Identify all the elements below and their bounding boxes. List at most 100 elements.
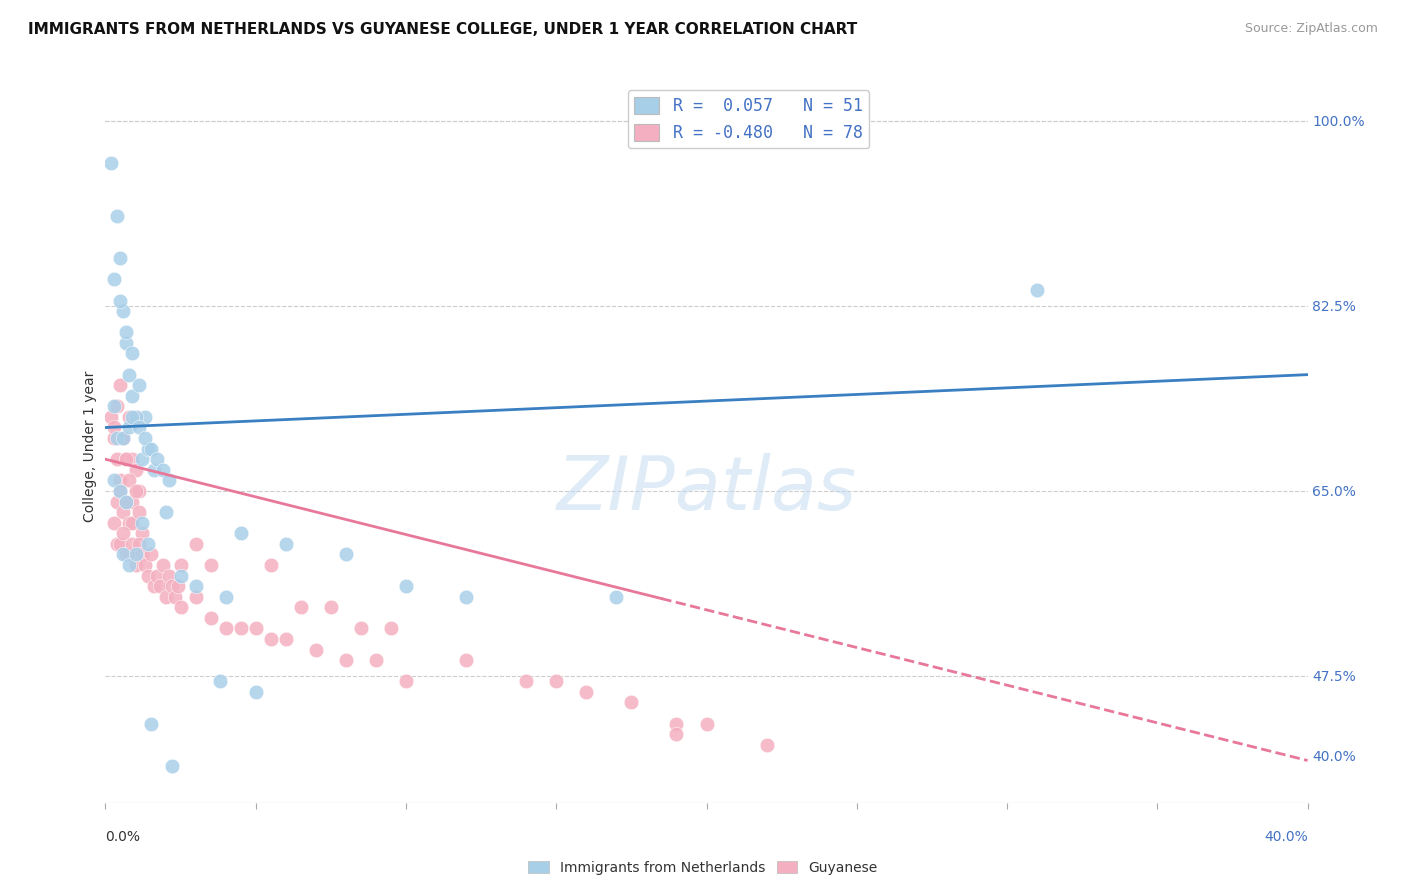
- Point: [134, 431, 156, 445]
- Point: [245, 685, 267, 699]
- Point: [121, 409, 143, 424]
- Point: [350, 621, 373, 635]
- Point: [155, 590, 177, 604]
- Point: [131, 516, 153, 530]
- Point: [115, 335, 138, 350]
- Point: [395, 579, 418, 593]
- Point: [121, 494, 143, 508]
- Point: [121, 537, 143, 551]
- Point: [124, 558, 146, 572]
- Point: [335, 653, 357, 667]
- Point: [107, 209, 129, 223]
- Point: [115, 547, 138, 561]
- Point: [128, 537, 150, 551]
- Point: [515, 674, 537, 689]
- Y-axis label: College, Under 1 year: College, Under 1 year: [83, 370, 97, 522]
- Point: [100, 156, 122, 170]
- Point: [152, 558, 174, 572]
- Point: [169, 558, 191, 572]
- Point: [134, 409, 156, 424]
- Point: [134, 558, 156, 572]
- Point: [214, 621, 236, 635]
- Point: [575, 685, 598, 699]
- Text: 0.0%: 0.0%: [105, 830, 141, 844]
- Point: [665, 727, 688, 741]
- Point: [118, 409, 141, 424]
- Point: [184, 579, 207, 593]
- Point: [131, 452, 153, 467]
- Point: [115, 494, 138, 508]
- Point: [103, 431, 125, 445]
- Point: [115, 494, 138, 508]
- Point: [290, 600, 312, 615]
- Point: [107, 431, 129, 445]
- Point: [245, 621, 267, 635]
- Point: [121, 452, 143, 467]
- Point: [152, 463, 174, 477]
- Point: [229, 621, 252, 635]
- Point: [128, 483, 150, 498]
- Point: [145, 452, 167, 467]
- Point: [605, 590, 627, 604]
- Point: [142, 463, 165, 477]
- Point: [103, 420, 125, 434]
- Point: [112, 526, 135, 541]
- Point: [620, 695, 643, 709]
- Point: [118, 558, 141, 572]
- Point: [454, 653, 477, 667]
- Point: [155, 505, 177, 519]
- Point: [139, 716, 162, 731]
- Point: [118, 547, 141, 561]
- Point: [112, 431, 135, 445]
- Point: [110, 483, 132, 498]
- Point: [112, 431, 135, 445]
- Point: [163, 590, 186, 604]
- Point: [229, 526, 252, 541]
- Point: [118, 368, 141, 382]
- Point: [118, 420, 141, 434]
- Point: [118, 474, 141, 488]
- Point: [100, 409, 122, 424]
- Point: [214, 590, 236, 604]
- Point: [200, 611, 222, 625]
- Point: [139, 442, 162, 456]
- Point: [184, 537, 207, 551]
- Point: [110, 252, 132, 266]
- Point: [107, 494, 129, 508]
- Point: [128, 378, 150, 392]
- Point: [380, 621, 402, 635]
- Point: [145, 568, 167, 582]
- Point: [124, 463, 146, 477]
- Point: [103, 474, 125, 488]
- Point: [103, 400, 125, 414]
- Text: IMMIGRANTS FROM NETHERLANDS VS GUYANESE COLLEGE, UNDER 1 YEAR CORRELATION CHART: IMMIGRANTS FROM NETHERLANDS VS GUYANESE …: [28, 22, 858, 37]
- Point: [131, 526, 153, 541]
- Point: [112, 304, 135, 318]
- Legend: R =  0.057   N = 51, R = -0.480   N = 78: R = 0.057 N = 51, R = -0.480 N = 78: [627, 90, 869, 148]
- Point: [115, 452, 138, 467]
- Point: [107, 400, 129, 414]
- Legend: Immigrants from Netherlands, Guyanese: Immigrants from Netherlands, Guyanese: [523, 855, 883, 880]
- Point: [148, 579, 170, 593]
- Point: [107, 537, 129, 551]
- Point: [112, 547, 135, 561]
- Point: [112, 431, 135, 445]
- Point: [103, 272, 125, 286]
- Point: [124, 547, 146, 561]
- Point: [128, 420, 150, 434]
- Point: [546, 674, 568, 689]
- Point: [110, 483, 132, 498]
- Point: [115, 452, 138, 467]
- Point: [169, 600, 191, 615]
- Point: [110, 474, 132, 488]
- Point: [110, 537, 132, 551]
- Point: [136, 442, 159, 456]
- Text: 40.0%: 40.0%: [1264, 830, 1308, 844]
- Point: [665, 716, 688, 731]
- Point: [395, 674, 418, 689]
- Point: [139, 547, 162, 561]
- Point: [364, 653, 387, 667]
- Point: [160, 759, 183, 773]
- Point: [115, 326, 138, 340]
- Point: [124, 409, 146, 424]
